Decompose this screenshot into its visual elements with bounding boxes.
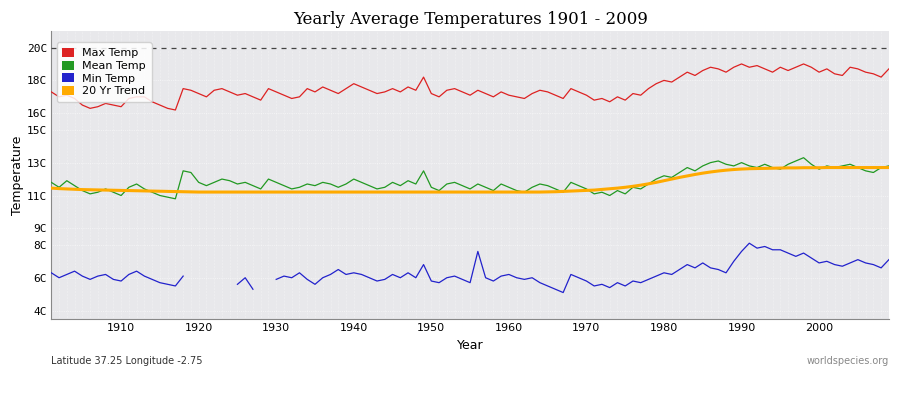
Title: Yearly Average Temperatures 1901 - 2009: Yearly Average Temperatures 1901 - 2009 (292, 11, 647, 28)
Legend: Max Temp, Mean Temp, Min Temp, 20 Yr Trend: Max Temp, Mean Temp, Min Temp, 20 Yr Tre… (57, 42, 151, 102)
Text: worldspecies.org: worldspecies.org (806, 356, 889, 366)
Y-axis label: Temperature: Temperature (11, 135, 24, 215)
X-axis label: Year: Year (457, 338, 483, 352)
Text: Latitude 37.25 Longitude -2.75: Latitude 37.25 Longitude -2.75 (51, 356, 203, 366)
